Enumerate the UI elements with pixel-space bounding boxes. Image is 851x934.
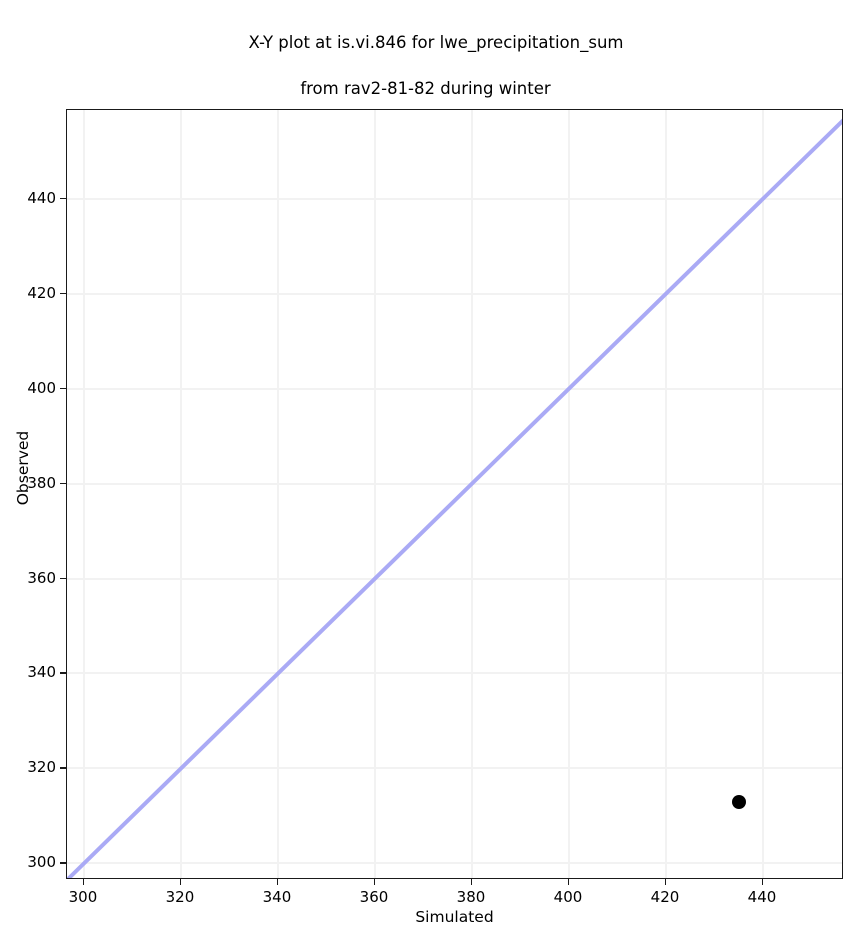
x-tick-label: 420 <box>650 888 680 906</box>
gridline-vertical <box>179 110 182 878</box>
gridline-vertical <box>470 110 473 878</box>
y-tick <box>60 672 66 674</box>
y-tick-label: 300 <box>27 853 56 872</box>
x-tick <box>762 879 764 885</box>
gridline-horizontal <box>67 482 842 485</box>
y-tick-label: 420 <box>27 283 56 302</box>
x-tick-label: 300 <box>68 888 98 906</box>
x-tick <box>373 879 376 885</box>
y-tick <box>60 197 66 200</box>
identity-line-path <box>67 118 842 878</box>
y-axis-label: Observed <box>14 430 32 506</box>
x-tick <box>664 879 667 885</box>
x-tick <box>470 879 473 885</box>
gridline-horizontal <box>67 672 842 675</box>
y-tick <box>60 387 66 389</box>
x-tick-label: 360 <box>359 888 389 906</box>
gridline-horizontal <box>67 862 842 865</box>
gridline-vertical <box>664 110 667 878</box>
x-axis-label: Simulated <box>415 908 494 926</box>
x-tick-label: 380 <box>456 888 486 906</box>
gridline-horizontal <box>67 577 842 580</box>
chart-title-line-2: from rav2-81-82 during winter <box>300 79 551 98</box>
gridline-vertical <box>276 110 279 878</box>
gridline-horizontal <box>67 387 842 390</box>
y-tick <box>60 862 66 864</box>
y-tick-label: 320 <box>27 758 56 777</box>
chart-title-line-1: X-Y plot at is.vi.846 for lwe_precipitat… <box>248 33 624 52</box>
gridline-horizontal <box>67 767 842 770</box>
plot-area <box>66 109 843 879</box>
x-tick-label: 340 <box>262 888 292 906</box>
y-tick <box>60 767 66 769</box>
y-tick <box>60 577 66 579</box>
y-tick-label: 360 <box>27 568 56 587</box>
data-point <box>731 794 746 809</box>
y-tick-label: 400 <box>27 378 56 397</box>
y-tick-label: 340 <box>27 663 56 682</box>
x-tick <box>567 879 570 885</box>
gridline-horizontal <box>67 197 842 200</box>
gridline-vertical <box>567 110 570 878</box>
x-tick <box>179 879 182 885</box>
gridline-vertical <box>82 110 85 878</box>
gridline-vertical <box>762 110 764 878</box>
y-axis-tick-labels: 300 320 340 360 380 400 420 440 <box>0 0 56 934</box>
gridline-horizontal <box>67 292 842 295</box>
chart-title: X-Y plot at is.vi.846 for lwe_precipitat… <box>0 8 851 146</box>
y-tick <box>60 292 66 294</box>
gridline-vertical <box>373 110 376 878</box>
y-tick-label: 440 <box>27 188 56 207</box>
x-tick-label: 400 <box>553 888 583 906</box>
x-tick <box>276 879 279 885</box>
x-tick-label: 440 <box>747 888 777 906</box>
x-tick-label: 320 <box>165 888 195 906</box>
identity-line <box>67 118 842 878</box>
y-tick-label: 380 <box>27 473 56 492</box>
x-tick <box>82 879 85 885</box>
y-tick <box>60 482 66 484</box>
